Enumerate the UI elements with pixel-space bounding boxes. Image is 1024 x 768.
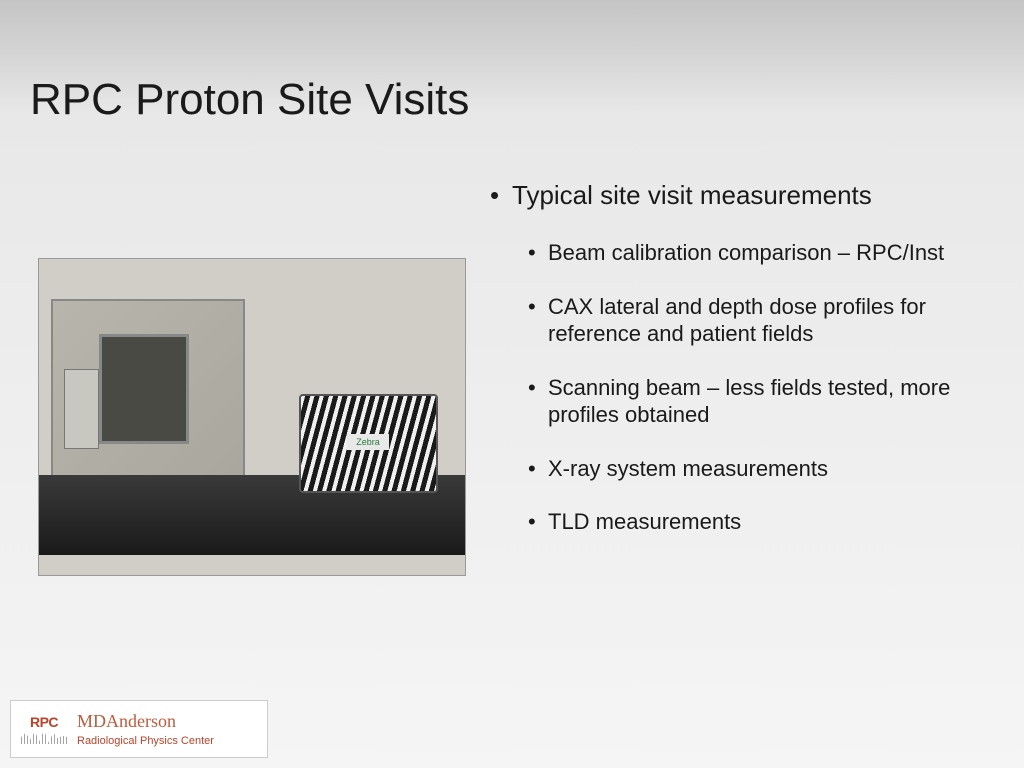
- zebra-device-label: Zebra: [347, 434, 389, 450]
- mdanderson-sub-text: Radiological Physics Center: [77, 735, 214, 747]
- mdanderson-logo: MDAnderson Radiological Physics Center: [77, 711, 214, 747]
- sub-bullet-list: Beam calibration comparison – RPC/Inst C…: [490, 239, 1000, 536]
- photo-couch-platform: [39, 475, 465, 555]
- slide-title: RPC Proton Site Visits: [30, 75, 469, 125]
- photo-gantry-opening: [99, 334, 189, 444]
- bullet-xray: X-ray system measurements: [528, 455, 1000, 483]
- rpc-logo: RPC: [19, 708, 69, 750]
- bullet-tld: TLD measurements: [528, 508, 1000, 536]
- rpc-logo-text: RPC: [30, 714, 58, 730]
- content-area: Typical site visit measurements Beam cal…: [490, 180, 1000, 562]
- photo-mount-bracket: [64, 369, 99, 449]
- main-heading-bullet: Typical site visit measurements: [490, 180, 1000, 211]
- bullet-beam-calibration: Beam calibration comparison – RPC/Inst: [528, 239, 1000, 267]
- rpc-wave-icon: [21, 730, 67, 744]
- footer-logo-block: RPC MDAnderson Radiological Physics Cent…: [10, 700, 268, 758]
- bullet-cax-profiles: CAX lateral and depth dose profiles for …: [528, 293, 1000, 348]
- bullet-scanning-beam: Scanning beam – less fields tested, more…: [528, 374, 1000, 429]
- mdanderson-main-text: MDAnderson: [77, 711, 214, 732]
- equipment-photo: Zebra: [38, 258, 466, 576]
